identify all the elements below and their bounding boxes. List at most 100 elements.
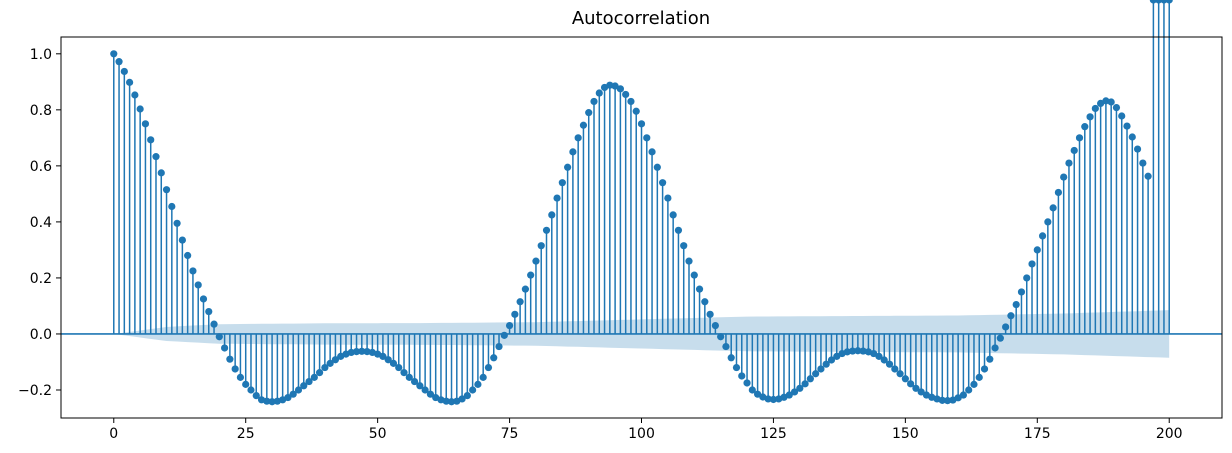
stem-marker	[484, 363, 493, 372]
stem-marker	[1054, 188, 1063, 197]
stem-marker	[236, 373, 245, 381]
stem-marker	[822, 360, 830, 368]
stem-marker	[680, 242, 688, 250]
stem-marker	[627, 97, 635, 106]
y-tick-label: 0.0	[30, 327, 52, 343]
stem-marker	[1002, 323, 1010, 331]
stem-marker	[616, 85, 624, 93]
stem-marker	[938, 396, 946, 404]
stem-marker	[247, 386, 255, 394]
y-tick-label: 0.6	[30, 159, 52, 175]
stem-marker	[606, 81, 614, 89]
stem-marker	[162, 186, 171, 194]
x-tick-label: 100	[628, 426, 655, 442]
stem-marker	[659, 179, 667, 187]
stem-marker	[205, 307, 213, 316]
stem-marker	[812, 370, 820, 378]
stem-marker	[611, 82, 619, 90]
stem-marker	[817, 365, 825, 373]
y-tick-label: 1.0	[30, 47, 52, 63]
stem-marker	[120, 67, 128, 76]
stem-marker	[669, 211, 677, 219]
stem-marker	[870, 349, 878, 358]
stem-marker	[289, 390, 297, 398]
stem-marker	[717, 333, 725, 341]
stem-marker	[1107, 98, 1115, 106]
x-tick-label: 0	[109, 426, 118, 442]
stem-marker	[885, 360, 894, 368]
stem-marker	[875, 352, 883, 360]
x-tick-label: 125	[760, 426, 787, 442]
stem-marker	[516, 298, 524, 306]
stem-marker	[1123, 122, 1131, 130]
stem-marker	[537, 242, 545, 250]
stem-marker	[215, 333, 223, 341]
stem-marker	[801, 380, 809, 388]
stem-marker	[896, 370, 904, 378]
stem-marker	[352, 348, 361, 356]
stem-marker	[347, 348, 355, 357]
stem-marker	[732, 363, 741, 372]
stem-marker	[959, 391, 968, 399]
stem-marker	[848, 347, 857, 355]
stem-marker	[363, 348, 371, 356]
stem-marker	[880, 356, 888, 364]
stem-marker	[326, 359, 334, 367]
stem-marker	[975, 373, 983, 381]
stem-marker	[115, 58, 123, 66]
stem-marker	[532, 257, 540, 265]
stem-marker	[410, 377, 419, 386]
stem-marker	[632, 107, 640, 115]
stem-marker	[1060, 173, 1068, 181]
stem-marker	[1044, 218, 1052, 226]
stem-marker	[769, 395, 778, 404]
stem-marker	[527, 271, 535, 279]
stem-marker	[690, 271, 698, 279]
stem-marker	[912, 384, 920, 392]
stem-marker	[469, 386, 477, 394]
stem-marker	[558, 179, 566, 187]
stem-marker	[395, 363, 403, 372]
stem-marker	[891, 365, 899, 373]
stem-marker	[553, 194, 561, 202]
stem-marker	[490, 354, 498, 362]
stem-marker	[1017, 288, 1026, 296]
stem-marker	[321, 363, 329, 372]
stem-marker	[136, 105, 144, 113]
axes: 0 25 50 75 100 125 150 175 200 −0.2 0.0 0.2 0.4 0.6 0.…	[18, 36, 1223, 442]
stem-marker	[1023, 274, 1031, 282]
stem-marker	[1139, 159, 1147, 167]
stem-marker	[991, 344, 999, 352]
stem-marker	[674, 226, 683, 234]
stem-marker	[511, 310, 519, 318]
stem-marker	[199, 295, 208, 303]
stem-marker	[1118, 112, 1126, 120]
stem-marker	[996, 334, 1004, 342]
stem-marker	[664, 194, 672, 202]
stem-marker	[152, 153, 160, 161]
stem-marker	[1012, 300, 1020, 309]
stem-marker	[790, 388, 799, 396]
stem-marker	[685, 257, 693, 265]
x-tick-label: 150	[892, 426, 919, 442]
stem-marker	[748, 386, 756, 394]
stem-marker	[574, 134, 582, 142]
x-tick-label: 50	[369, 426, 387, 442]
stem-marker	[643, 134, 651, 142]
stem-marker	[1075, 134, 1084, 142]
stem-marker	[1033, 246, 1041, 254]
stem-marker	[1049, 204, 1057, 212]
stem-marker	[706, 310, 714, 318]
stem-marker	[500, 331, 508, 339]
stem-marker	[426, 390, 435, 398]
stem-marker	[986, 355, 994, 363]
y-tick-label: 0.4	[30, 215, 52, 231]
stem-marker	[595, 89, 603, 97]
stem-marker	[965, 386, 973, 394]
stem-marker	[701, 298, 709, 306]
stem-marker	[827, 356, 836, 364]
stem-marker	[495, 342, 503, 351]
stem-marker	[447, 398, 456, 406]
stem-marker	[126, 78, 134, 86]
